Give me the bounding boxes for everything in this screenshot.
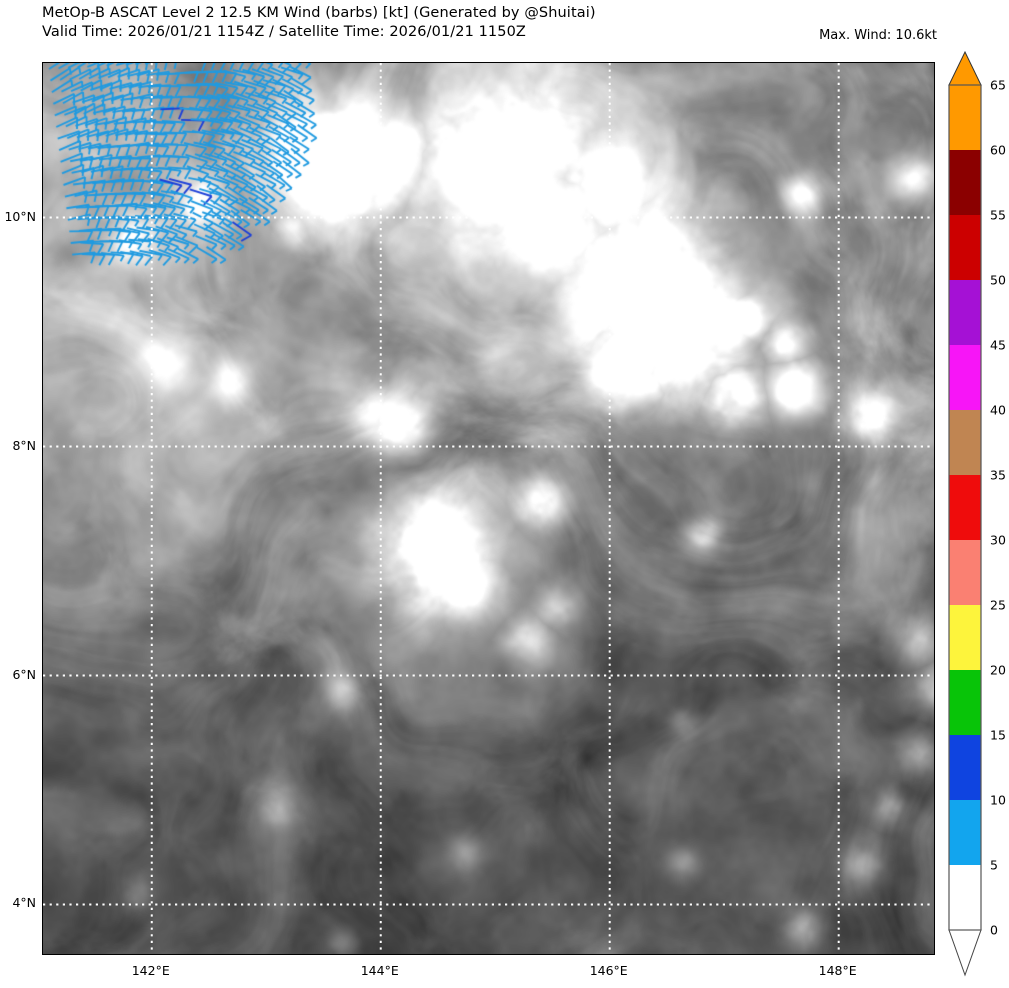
header-time-line: Valid Time: 2026/01/21 1154Z / Satellite…: [42, 24, 526, 40]
satellite-plot-area: [42, 62, 935, 955]
chart-header: MetOp-B ASCAT Level 2 12.5 KM Wind (barb…: [42, 4, 762, 42]
y-axis-tick-label: 4°N: [12, 895, 36, 911]
header-title-line: MetOp-B ASCAT Level 2 12.5 KM Wind (barb…: [42, 5, 596, 21]
colorbar-tick-label: 45: [990, 337, 1006, 353]
colorbar-tick-label: 15: [990, 727, 1006, 743]
colorbar-tick-label: 25: [990, 597, 1006, 613]
wind-barb-overlay: [43, 63, 934, 954]
x-axis-tick-label: 146°E: [589, 963, 628, 978]
colorbar-tick-label: 60: [990, 142, 1006, 158]
colorbar-tick-label: 0: [990, 922, 998, 938]
colorbar-tick-label: 65: [990, 77, 1006, 93]
y-axis-tick-label: 6°N: [12, 666, 36, 682]
colorbar-tick-label: 20: [990, 662, 1006, 678]
max-wind-label: Max. Wind: 10.6kt: [819, 28, 937, 43]
x-axis-tick-label: 148°E: [818, 963, 857, 978]
x-axis-tick-label: 142°E: [131, 963, 170, 978]
colorbar-tick-label: 55: [990, 207, 1006, 223]
colorbar-tick-label: 5: [990, 857, 998, 873]
colorbar-tick-label: 10: [990, 792, 1006, 808]
colorbar-tick-label: 50: [990, 272, 1006, 288]
colorbar-tick-label: 30: [990, 532, 1006, 548]
colorbar-tick-label: 35: [990, 467, 1006, 483]
y-axis-tick-label: 10°N: [4, 208, 36, 224]
y-axis-tick-label: 8°N: [12, 437, 36, 453]
x-axis-tick-label: 144°E: [360, 963, 399, 978]
wind-speed-colorbar: [948, 50, 986, 980]
colorbar-tick-label: 40: [990, 402, 1006, 418]
